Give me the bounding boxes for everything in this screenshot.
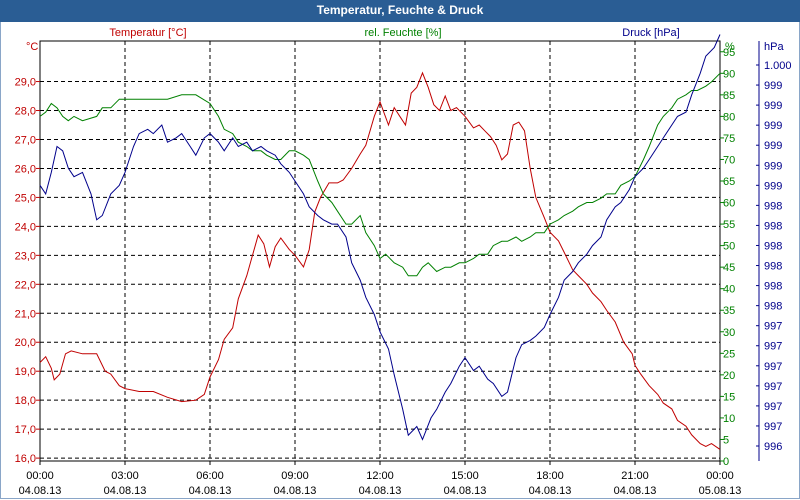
temp-tick-label: 24,0 — [15, 221, 36, 233]
temp-unit-label: °C — [26, 41, 38, 53]
pressure-tick-label: 999 — [764, 180, 782, 192]
date-tick-label: 04.08.13 — [104, 485, 147, 497]
humidity-tick-label: 50 — [723, 241, 735, 253]
pressure-tick-label: 996 — [764, 441, 782, 453]
series-line-press — [39, 34, 721, 441]
time-axis: 00:00 04.08.13 03:00 04.08.13 06:00 04.08.13 0… — [19, 461, 742, 497]
temp-tick-label: 27,0 — [15, 134, 36, 146]
time-tick-label: 09:00 — [281, 470, 309, 482]
pressure-tick-label: 997 — [764, 401, 782, 413]
pressure-tick-label: 997 — [764, 361, 782, 373]
temp-tick-label: 23,0 — [15, 250, 36, 262]
time-tick-label: 21:00 — [621, 470, 649, 482]
pressure-tick-label: 998 — [764, 281, 782, 293]
grid — [40, 41, 720, 461]
pressure-tick-label: 997 — [764, 341, 782, 353]
temp-tick-label: 26,0 — [15, 163, 36, 175]
humidity-tick-label: 35 — [723, 305, 735, 317]
pressure-tick-label: 998 — [764, 220, 782, 232]
humidity-tick-label: 75 — [723, 133, 735, 145]
time-tick-label: 03:00 — [111, 470, 139, 482]
humidity-tick-label: 45 — [723, 262, 735, 274]
pressure-tick-label: 997 — [764, 381, 782, 393]
humidity-tick-label: 60 — [723, 198, 735, 210]
humidity-tick-label: 20 — [723, 370, 735, 382]
humidity-tick-label: 25 — [723, 348, 735, 360]
humidity-tick-label: 15 — [723, 391, 735, 403]
time-tick-label: 00:00 — [26, 470, 54, 482]
humidity-tick-label: 65 — [723, 176, 735, 188]
temp-tick-label: 25,0 — [15, 192, 36, 204]
pressure-tick-label: 998 — [764, 200, 782, 212]
time-tick-label: 00:00 — [706, 470, 734, 482]
humidity-tick-label: 10 — [723, 413, 735, 425]
pressure-tick-label: 999 — [764, 140, 782, 152]
date-tick-label: 04.08.13 — [444, 485, 487, 497]
pressure-tick-label: 998 — [764, 261, 782, 273]
pressure-tick-label: 997 — [764, 321, 782, 333]
humidity-tick-label: 55 — [723, 219, 735, 231]
temp-axis: 16,0 17,0 18,0 19,0 20,0 21,0 22,0 23,0 24,0 25,0… — [15, 77, 40, 465]
date-tick-label: 04.08.13 — [529, 485, 572, 497]
temp-tick-label: 16,0 — [15, 453, 36, 465]
series-layer — [39, 34, 721, 450]
time-tick-label: 12:00 — [366, 470, 394, 482]
humidity-tick-label: 0 — [723, 456, 729, 468]
time-tick-label: 15:00 — [451, 470, 479, 482]
humidity-tick-label: 5 — [723, 434, 729, 446]
humidity-axis: 0 5 10 15 20 25 30 35 40 45 50 55 60 65 70 75 80 85 90 95 — [720, 47, 735, 468]
humidity-tick-label: 70 — [723, 154, 735, 166]
temp-tick-label: 22,0 — [15, 279, 36, 291]
date-tick-label: 05.08.13 — [699, 485, 742, 497]
pressure-tick-label: 999 — [764, 80, 782, 92]
humidity-tick-label: 90 — [723, 68, 735, 80]
date-tick-label: 04.08.13 — [19, 485, 62, 497]
humidity-tick-label: 95 — [723, 47, 735, 59]
pressure-tick-label: 997 — [764, 421, 782, 433]
humidity-tick-label: 85 — [723, 90, 735, 102]
temp-tick-label: 21,0 — [15, 308, 36, 320]
temp-axis-title: Temperatur [°C] — [109, 27, 186, 39]
humidity-axis-title: rel. Feuchte [%] — [364, 27, 441, 39]
humidity-tick-label: 30 — [723, 327, 735, 339]
humidity-unit-label: % — [725, 41, 735, 53]
pressure-axis: 996 997 997 997 997 997 997 998 998 998 998 998 998 9… — [756, 41, 792, 461]
series-line-temp — [39, 71, 721, 450]
date-tick-label: 04.08.13 — [274, 485, 317, 497]
pressure-tick-label: 998 — [764, 301, 782, 313]
temp-tick-label: 20,0 — [15, 337, 36, 349]
time-tick-label: 18:00 — [536, 470, 564, 482]
pressure-tick-label: 999 — [764, 120, 782, 132]
pressure-tick-label: 999 — [764, 160, 782, 172]
pressure-tick-label: 1.000 — [764, 60, 792, 72]
temp-tick-label: 28,0 — [15, 106, 36, 118]
date-tick-label: 04.08.13 — [359, 485, 402, 497]
window-title: Temperatur, Feuchte & Druck — [0, 0, 800, 22]
date-tick-label: 04.08.13 — [614, 485, 657, 497]
temp-tick-label: 19,0 — [15, 366, 36, 378]
date-tick-label: 04.08.13 — [189, 485, 232, 497]
time-tick-label: 06:00 — [196, 470, 224, 482]
humidity-tick-label: 80 — [723, 111, 735, 123]
temp-tick-label: 17,0 — [15, 424, 36, 436]
humidity-tick-label: 40 — [723, 284, 735, 296]
temp-tick-label: 18,0 — [15, 395, 36, 407]
series-line-hum — [39, 72, 721, 277]
pressure-axis-title: Druck [hPa] — [622, 27, 679, 39]
pressure-tick-label: 999 — [764, 100, 782, 112]
pressure-tick-label: 998 — [764, 240, 782, 252]
temp-tick-label: 29,0 — [15, 77, 36, 89]
pressure-unit-label: hPa — [764, 41, 784, 53]
